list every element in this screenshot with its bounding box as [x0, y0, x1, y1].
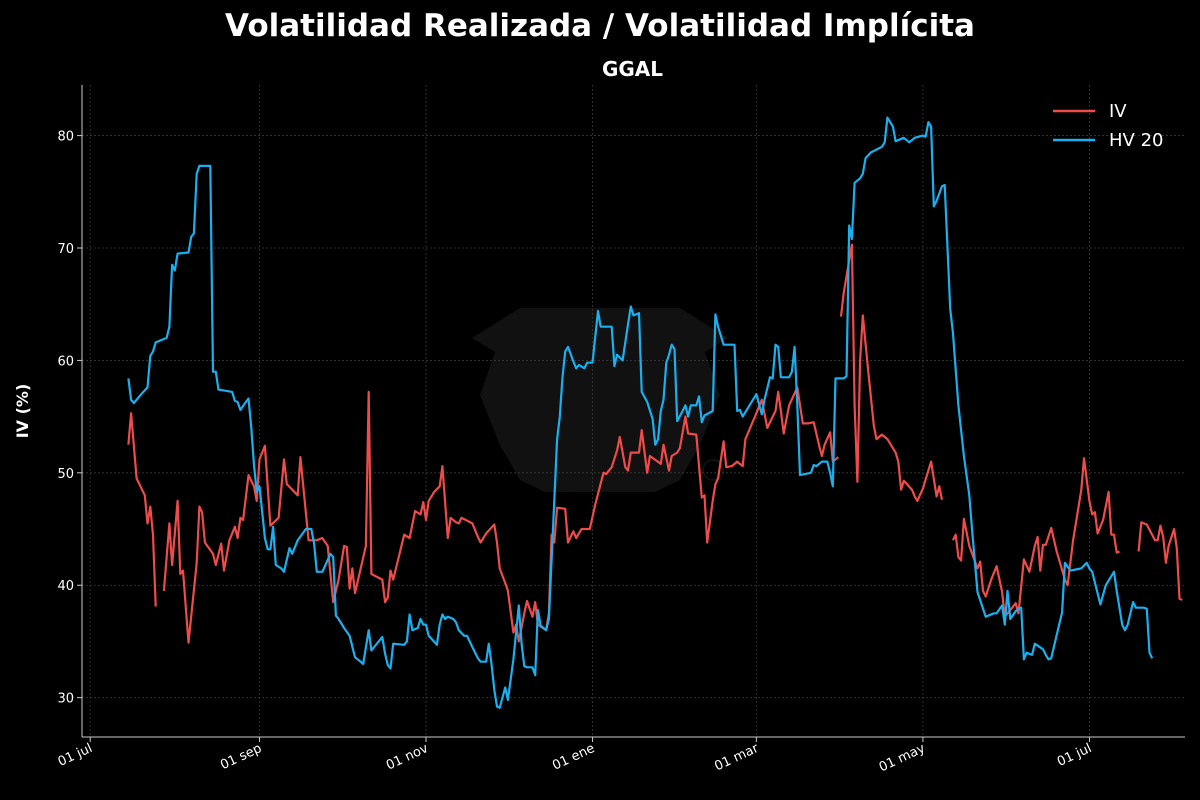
legend-label: HV 20: [1109, 130, 1163, 151]
y-tick-label: 40: [57, 579, 74, 594]
axes: [81, 85, 1185, 738]
legend: IV HV 20: [1053, 101, 1163, 151]
y-tick-label: 60: [57, 354, 74, 369]
watermark-logo: [472, 308, 728, 492]
x-tick-label: 01 sep: [218, 741, 264, 773]
x-tick-label: 01 ene: [550, 741, 597, 774]
y-tick-label: 80: [57, 130, 74, 145]
series: [127, 116, 1183, 709]
y-ticks: 30 40 50 60 70 80: [57, 130, 82, 707]
x-tick-label: 01 jul: [56, 741, 95, 770]
x-tick-label: 01 nov: [384, 741, 431, 774]
y-tick-label: 70: [57, 242, 74, 257]
y-tick-label: 50: [57, 467, 74, 482]
y-axis-label: IV (%): [13, 384, 32, 439]
x-tick-label: 01 jul: [1055, 741, 1094, 770]
legend-label: IV: [1109, 101, 1127, 122]
series-line-iv: [127, 243, 1183, 644]
x-tick-label: 01 mar: [712, 741, 761, 775]
y-tick-label: 30: [57, 692, 74, 707]
grid: [82, 85, 1185, 737]
chart-title: Volatilidad Realizada / Volatilidad Impl…: [225, 8, 975, 44]
x-ticks: 01 jul 01 sep 01 nov 01 ene 01 mar 01 may 01 j…: [56, 737, 1094, 775]
series-line-hv-20: [127, 116, 1154, 709]
x-tick-label: 01 may: [877, 741, 928, 775]
chart-subtitle: GGAL: [601, 57, 664, 81]
